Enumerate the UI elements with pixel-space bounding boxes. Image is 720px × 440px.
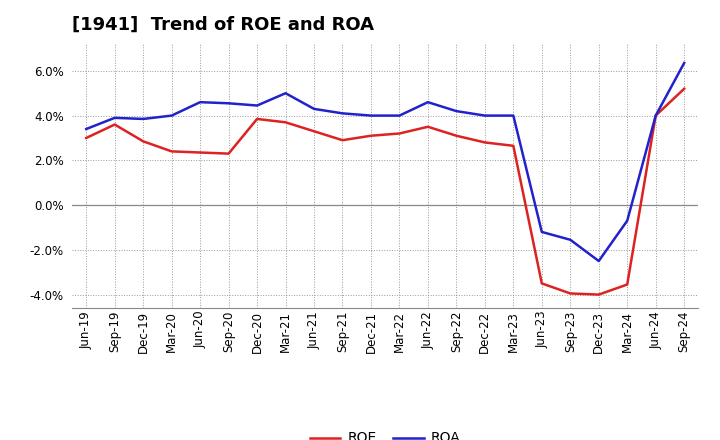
ROE bbox=[310, 128, 318, 134]
ROE bbox=[225, 151, 233, 156]
Line: ROE: ROE bbox=[86, 89, 684, 294]
ROE bbox=[338, 138, 347, 143]
ROA bbox=[366, 113, 375, 118]
ROE bbox=[196, 150, 204, 155]
ROA bbox=[196, 99, 204, 105]
ROA bbox=[310, 106, 318, 111]
ROE bbox=[82, 136, 91, 141]
ROE bbox=[509, 143, 518, 148]
Line: ROA: ROA bbox=[86, 63, 684, 261]
Text: [1941]  Trend of ROE and ROA: [1941] Trend of ROE and ROA bbox=[72, 16, 374, 34]
ROE bbox=[623, 282, 631, 287]
ROA bbox=[139, 116, 148, 121]
ROA bbox=[167, 113, 176, 118]
ROE bbox=[480, 140, 489, 145]
ROA bbox=[509, 113, 518, 118]
ROA bbox=[82, 126, 91, 132]
ROA bbox=[566, 237, 575, 242]
ROE bbox=[566, 291, 575, 296]
ROA bbox=[623, 218, 631, 224]
ROE bbox=[423, 124, 432, 129]
ROA bbox=[452, 109, 461, 114]
ROE bbox=[680, 86, 688, 92]
ROA bbox=[225, 101, 233, 106]
ROE bbox=[652, 113, 660, 118]
ROA bbox=[282, 91, 290, 96]
ROE bbox=[253, 116, 261, 121]
ROA bbox=[537, 229, 546, 235]
ROA bbox=[680, 60, 688, 66]
ROA bbox=[595, 258, 603, 264]
ROE bbox=[139, 139, 148, 144]
ROE bbox=[452, 133, 461, 138]
ROE bbox=[110, 122, 119, 127]
ROA bbox=[480, 113, 489, 118]
ROA bbox=[395, 113, 404, 118]
ROA bbox=[338, 111, 347, 116]
ROE bbox=[537, 281, 546, 286]
ROE bbox=[395, 131, 404, 136]
ROE bbox=[595, 292, 603, 297]
ROA bbox=[110, 115, 119, 121]
ROA bbox=[652, 113, 660, 118]
ROA bbox=[253, 103, 261, 108]
Legend: ROE, ROA: ROE, ROA bbox=[305, 426, 466, 440]
ROE bbox=[366, 133, 375, 138]
ROA bbox=[423, 99, 432, 105]
ROE bbox=[282, 120, 290, 125]
ROE bbox=[167, 149, 176, 154]
